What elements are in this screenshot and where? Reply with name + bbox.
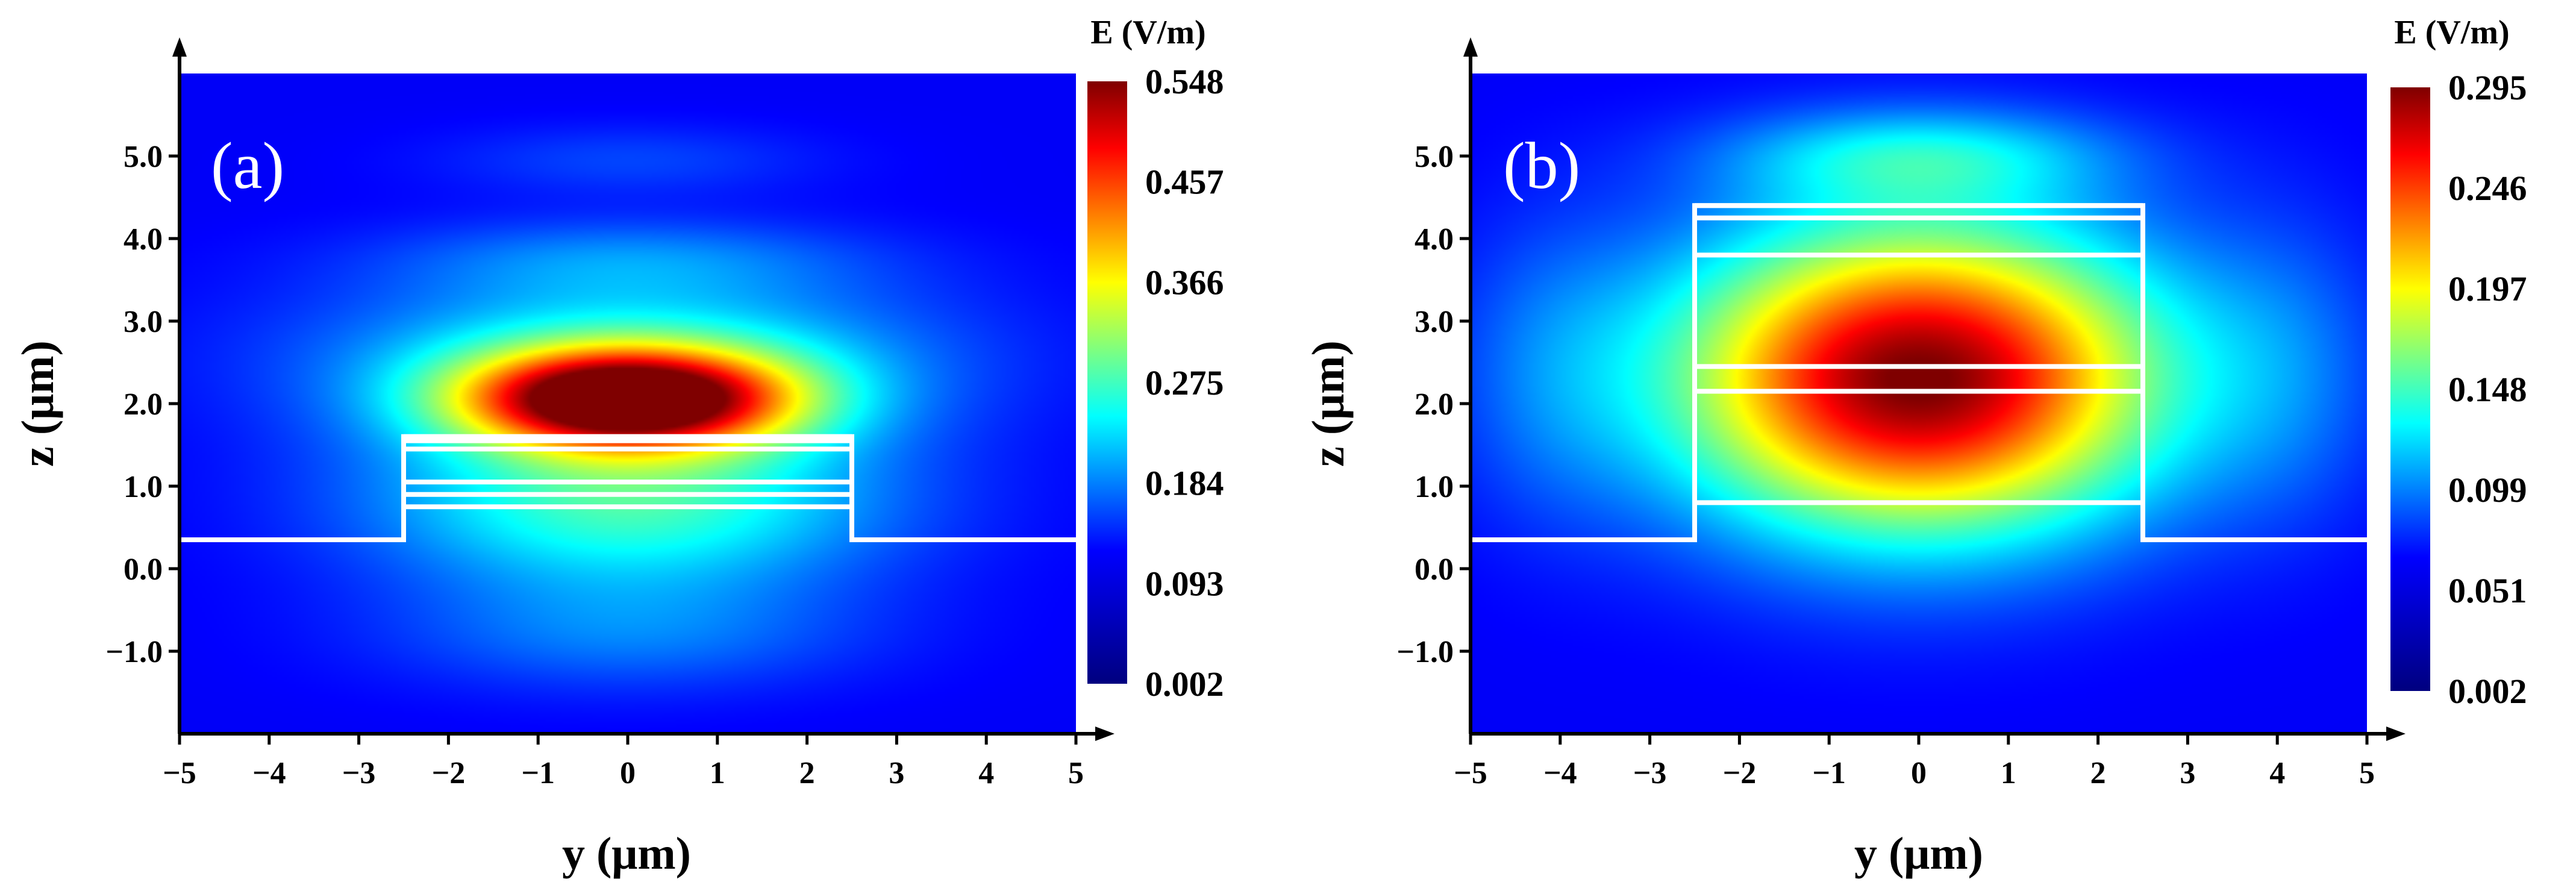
colorbar-tick-label: 0.099 xyxy=(2448,470,2527,510)
y-tick-label: 3.0 xyxy=(1415,305,1454,339)
colorbar-tick-label: 0.246 xyxy=(2448,169,2527,208)
y-ticks: −1.0 0.0 1.0 2.0 3.0 4.0 5.0 xyxy=(1396,140,1471,669)
x-ticks: −5 −4 −3 −2 −1 0 1 2 3 4 5 xyxy=(163,734,1084,790)
colorbar-title: E (V/m) xyxy=(2394,14,2509,51)
x-tick-label: 0 xyxy=(1911,756,1927,790)
y-tick-label: 5.0 xyxy=(123,140,163,174)
x-tick-label: −1 xyxy=(521,756,555,790)
colorbar-tick-label: 0.295 xyxy=(2448,68,2527,107)
field-heatmap xyxy=(180,73,1076,734)
x-tick-label: 1 xyxy=(710,756,725,790)
x-tick-label: 5 xyxy=(2359,756,2375,790)
y-tick-label: −1.0 xyxy=(105,635,163,669)
x-tick-label: −2 xyxy=(1723,756,1757,790)
panel-label: (b) xyxy=(1503,129,1580,202)
x-tick-label: 1 xyxy=(2001,756,2016,790)
y-axis xyxy=(1463,37,1478,734)
colorbar xyxy=(1087,81,1127,684)
y-tick-label: 5.0 xyxy=(1415,140,1454,174)
colorbar-tick-label: 0.002 xyxy=(1145,664,1224,704)
field-heatmap xyxy=(1471,73,2367,734)
waveguide-outline xyxy=(180,434,1076,543)
panel-b: (b) −5 −4 −3 −2 −1 0 1 2 3 4 5 −1.0 0.0 1.0 2.0 3.0 4.0… xyxy=(1303,14,2527,879)
colorbar-tick-label: 0.148 xyxy=(2448,370,2527,409)
x-tick-label: 5 xyxy=(1068,756,1084,790)
y-axis xyxy=(172,37,187,734)
y-tick-label: 3.0 xyxy=(123,305,163,339)
y-tick-label: 1.0 xyxy=(123,470,163,504)
x-tick-label: −4 xyxy=(252,756,286,790)
waveguide-outline xyxy=(1471,203,2367,543)
y-tick-label: 4.0 xyxy=(123,222,163,257)
colorbar-ticks: 0.548 0.457 0.366 0.275 0.184 0.093 0.002 xyxy=(1145,62,1224,704)
x-tick-label: 3 xyxy=(2180,756,2195,790)
colorbar-tick-label: 0.275 xyxy=(1145,363,1224,402)
x-tick-label: 2 xyxy=(2090,756,2106,790)
x-tick-label: 0 xyxy=(620,756,636,790)
colorbar-tick-label: 0.184 xyxy=(1145,464,1224,503)
colorbar-title: E (V/m) xyxy=(1090,14,1205,51)
colorbar-ticks: 0.295 0.246 0.197 0.148 0.099 0.051 0.002 xyxy=(2448,68,2527,711)
colorbar-tick-label: 0.197 xyxy=(2448,269,2527,308)
panel-a: (a) −5 −4 −3 −2 −1 0 1 2 3 4 5 −1.0 0.0 1.0 2.0 3.0 4.0… xyxy=(13,14,1224,879)
y-axis-label: z (μm) xyxy=(13,340,63,467)
x-tick-label: 4 xyxy=(978,756,994,790)
y-tick-label: 0.0 xyxy=(123,552,163,587)
panel-label: (a) xyxy=(211,129,284,202)
x-tick-label: −5 xyxy=(163,756,196,790)
x-tick-label: −4 xyxy=(1543,756,1577,790)
y-tick-label: 1.0 xyxy=(1415,470,1454,504)
colorbar-tick-label: 0.051 xyxy=(2448,571,2527,610)
colorbar-tick-label: 0.366 xyxy=(1145,263,1224,302)
y-tick-label: −1.0 xyxy=(1396,635,1454,669)
y-tick-label: 2.0 xyxy=(1415,387,1454,422)
y-ticks: −1.0 0.0 1.0 2.0 3.0 4.0 5.0 xyxy=(105,140,180,669)
x-axis-label: y (μm) xyxy=(1854,828,1983,879)
colorbar-tick-label: 0.457 xyxy=(1145,163,1224,202)
colorbar-tick-label: 0.548 xyxy=(1145,62,1224,101)
x-axis xyxy=(180,727,1114,741)
y-tick-label: 4.0 xyxy=(1415,222,1454,257)
y-tick-label: 2.0 xyxy=(123,387,163,422)
x-tick-label: 2 xyxy=(799,756,815,790)
y-tick-label: 0.0 xyxy=(1415,552,1454,587)
y-axis-label: z (μm) xyxy=(1303,340,1354,467)
x-tick-label: −2 xyxy=(432,756,466,790)
x-axis xyxy=(1471,727,2406,741)
x-tick-label: −3 xyxy=(1633,756,1667,790)
colorbar-tick-label: 0.002 xyxy=(2448,672,2527,711)
x-tick-label: −1 xyxy=(1812,756,1846,790)
colorbar xyxy=(2390,87,2430,691)
x-tick-label: −3 xyxy=(342,756,376,790)
x-tick-label: 3 xyxy=(889,756,904,790)
x-ticks: −5 −4 −3 −2 −1 0 1 2 3 4 5 xyxy=(1454,734,2375,790)
x-tick-label: −5 xyxy=(1454,756,1487,790)
x-tick-label: 4 xyxy=(2269,756,2285,790)
x-axis-label: y (μm) xyxy=(562,828,691,879)
colorbar-tick-label: 0.093 xyxy=(1145,564,1224,603)
